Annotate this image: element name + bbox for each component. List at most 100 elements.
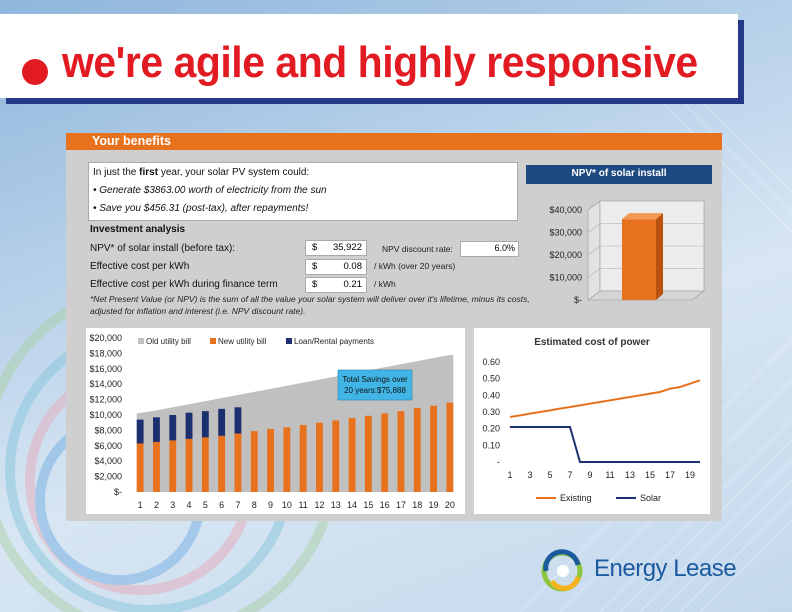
bar-x-tick-label: 14 xyxy=(347,500,357,510)
panel-header: Your benefits xyxy=(66,133,722,150)
new-utility-bill-bar xyxy=(332,420,340,492)
line-x-tick-label: 13 xyxy=(625,470,635,480)
bar-y-tick-label: $- xyxy=(114,487,122,497)
new-utility-bill-bar xyxy=(397,411,405,492)
discount-rate-label: NPV discount rate: xyxy=(382,244,453,254)
bar-y-tick-label: $4,000 xyxy=(94,456,122,466)
bar-x-tick-label: 18 xyxy=(412,500,422,510)
cost-of-power-panel: Estimated cost of power - 0.10 0.20 0.30 0.4… xyxy=(474,328,710,514)
series-line-existing xyxy=(509,379,701,418)
cost-of-power-chart: -0.100.200.300.400.500.601 3 5 7 9 11 13 15 17 19… xyxy=(482,357,701,503)
new-utility-bill-bar xyxy=(299,425,307,492)
line-y-tick-label: 0.10 xyxy=(482,440,500,450)
bar-x-tick-label: 4 xyxy=(187,500,192,510)
bar-x-tick-label: 5 xyxy=(203,500,208,510)
benefits-panel: Your benefits In just the first year, yo… xyxy=(66,133,722,521)
legend-label: Old utility bill xyxy=(146,337,191,346)
bar-x-tick-label: 20 xyxy=(445,500,455,510)
line-legend-label: Existing xyxy=(560,493,592,503)
bar-x-tick-label: 13 xyxy=(331,500,341,510)
cost-per-kwh-label: Effective cost per kWh xyxy=(90,261,190,272)
line-x-tick-label: 9 xyxy=(587,470,592,480)
savings-chart-panel: $- $2,000 $4,000 $6,000 $8,000 $10,000 $12,000… xyxy=(86,328,465,514)
legend-label: New utility bill xyxy=(218,337,267,346)
new-utility-bill-bar xyxy=(381,413,389,492)
npv-chart: $- $10,000 $20,000 $30,000 $40,000 xyxy=(549,200,705,305)
new-utility-bill-bar xyxy=(413,408,421,492)
bar-y-tick-label: $20,000 xyxy=(89,333,122,343)
bar-y-tick-label: $10,000 xyxy=(89,410,122,420)
new-utility-bill-bar xyxy=(185,438,193,492)
npv-tick-label: $- xyxy=(574,295,582,305)
npv-gridline xyxy=(587,223,704,233)
new-utility-bill-bar xyxy=(348,418,356,492)
panel-header-title: Your benefits xyxy=(92,134,171,148)
bar-x-tick-label: 1 xyxy=(138,500,143,510)
bar-x-tick-label: 12 xyxy=(314,500,324,510)
new-utility-bill-bar xyxy=(136,443,144,492)
summary-line-2: • Generate $3863.00 worth of electricity… xyxy=(93,185,327,196)
cost-per-kwh-unit: / kWh (over 20 years) xyxy=(374,261,456,271)
new-utility-bill-bar xyxy=(201,437,209,492)
npv-chart-title-bar: NPV* of solar install xyxy=(526,165,712,184)
finance-cost-unit: / kWh xyxy=(374,279,396,289)
bar-y-tick-label: $2,000 xyxy=(94,472,122,482)
npv-gridline xyxy=(587,200,704,211)
npv-tick-label: $10,000 xyxy=(549,273,582,283)
new-utility-bill-bar xyxy=(250,431,258,492)
loan-payment-bar xyxy=(136,419,144,444)
series-line-solar xyxy=(510,426,700,463)
investment-analysis-title: Investment analysis xyxy=(90,224,186,235)
bar-y-tick-label: $16,000 xyxy=(89,364,122,374)
npv-gridline xyxy=(587,290,704,301)
loan-payment-bar xyxy=(218,408,226,436)
legend-swatch xyxy=(138,338,144,344)
bar-x-tick-label: 16 xyxy=(380,500,390,510)
headline-banner: we're agile and highly responsive xyxy=(0,14,738,98)
energy-lease-logo: Energy Lease xyxy=(538,545,758,595)
npv-bar-side xyxy=(656,213,663,300)
line-x-tick-label: 17 xyxy=(665,470,675,480)
npv-label: NPV* of solar install (before tax): xyxy=(90,243,236,254)
npv-footnote: *Net Present Value (or NPV) is the sum o… xyxy=(90,294,530,316)
line-x-tick-label: 15 xyxy=(645,470,655,480)
first-year-summary: In just the first year, your solar PV sy… xyxy=(88,162,518,221)
loan-payment-bar xyxy=(169,415,177,441)
npv-chart-title: NPV* of solar install xyxy=(571,168,667,179)
new-utility-bill-bar xyxy=(218,435,226,492)
bar-x-tick-label: 17 xyxy=(396,500,406,510)
npv-bar xyxy=(622,219,656,300)
new-utility-bill-bar xyxy=(234,433,242,492)
line-x-tick-label: 5 xyxy=(547,470,552,480)
loan-payment-bar xyxy=(185,412,193,439)
bar-x-tick-label: 10 xyxy=(282,500,292,510)
new-utility-bill-bar xyxy=(283,427,291,492)
line-y-tick-label: 0.30 xyxy=(482,407,500,417)
npv-bar-top xyxy=(622,213,663,220)
npv-gridline xyxy=(587,268,704,278)
bar-x-tick-label: 2 xyxy=(154,500,159,510)
line-x-tick-label: 1 xyxy=(507,470,512,480)
bullet-dot-icon xyxy=(22,59,48,85)
summary-line-3: • Save you $456.31 (post-tax), after rep… xyxy=(93,203,309,214)
loan-payment-bar xyxy=(234,407,242,434)
bar-x-tick-label: 3 xyxy=(170,500,175,510)
new-utility-bill-bar xyxy=(169,440,177,492)
bar-x-tick-label: 9 xyxy=(268,500,273,510)
npv-tick-label: $20,000 xyxy=(549,250,582,260)
cost-of-power-title: Estimated cost of power xyxy=(534,337,650,348)
headline-title: we're agile and highly responsive xyxy=(62,38,698,87)
line-x-tick-label: 19 xyxy=(685,470,695,480)
new-utility-bill-bar xyxy=(446,402,454,492)
new-utility-bill-bar xyxy=(430,405,437,492)
summary-line-1: In just the first year, your solar PV sy… xyxy=(93,167,310,178)
finance-cost-label: Effective cost per kWh during finance te… xyxy=(90,279,278,290)
logo-text: Energy Lease xyxy=(594,555,737,582)
new-utility-bill-bar xyxy=(153,441,160,492)
new-utility-bill-bar xyxy=(364,415,372,492)
loan-payment-bar xyxy=(153,417,160,442)
bar-x-tick-label: 15 xyxy=(363,500,373,510)
line-y-tick-label: 0.20 xyxy=(482,424,500,434)
bar-x-tick-label: 8 xyxy=(252,500,257,510)
new-utility-bill-bar xyxy=(267,428,274,492)
